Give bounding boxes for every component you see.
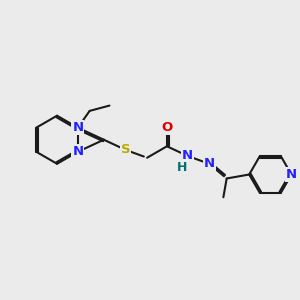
Text: N: N	[72, 145, 83, 158]
Text: N: N	[72, 121, 83, 134]
Text: N: N	[182, 149, 193, 163]
Text: H: H	[177, 160, 188, 174]
Text: S: S	[121, 143, 130, 156]
Text: O: O	[161, 121, 172, 134]
Text: N: N	[286, 168, 297, 181]
Text: N: N	[204, 157, 215, 170]
